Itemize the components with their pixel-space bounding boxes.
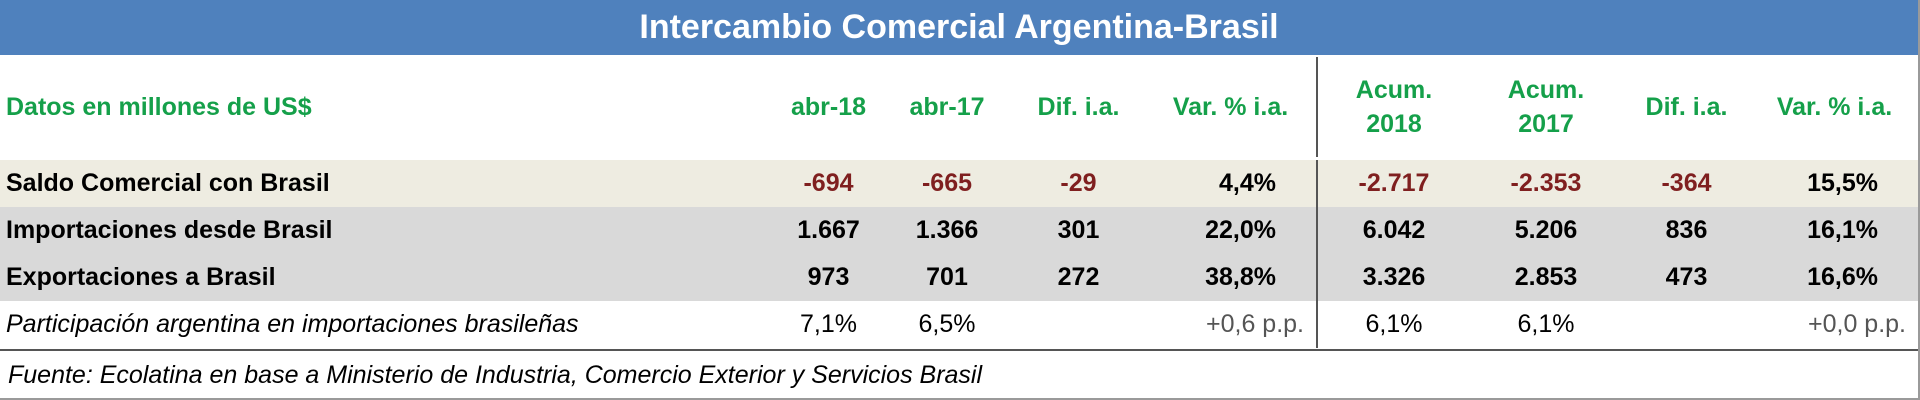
table-cell: -694 (775, 157, 882, 207)
table-cell: 1.667 (775, 207, 882, 254)
table-row: Importaciones desde Brasil 1.667 1.366 301 2… (0, 207, 1918, 254)
table-row: Participación argentina en importaciones… (0, 301, 1918, 348)
column-header: abr-17 (909, 93, 985, 121)
table-cell: -2.353 (1470, 157, 1622, 207)
table-cell: 836 (1622, 207, 1751, 254)
table-cell: 16,1% (1751, 207, 1918, 254)
table-cell: 301 (1012, 207, 1145, 254)
row-label: Importaciones desde Brasil (0, 207, 775, 254)
table-cell (1012, 301, 1145, 348)
table-cell (1622, 301, 1751, 348)
column-header: Acum. 2017 (1507, 76, 1585, 138)
table-cell: +0,6 p.p. (1145, 301, 1317, 348)
trade-table: Datos en millones de US$ abr-18 abr-17 Dif.… (0, 57, 1918, 348)
table-body: Datos en millones de US$ abr-18 abr-17 Dif.… (0, 57, 1918, 348)
table-cell: 6,5% (882, 301, 1012, 348)
table-cell: 6,1% (1316, 301, 1470, 348)
table-cell: +0,0 p.p. (1751, 301, 1918, 348)
row-label: Exportaciones a Brasil (0, 254, 775, 301)
table-cell: -29 (1012, 157, 1145, 207)
table-cell: 38,8% (1145, 254, 1317, 301)
table-cell: -2.717 (1316, 157, 1470, 207)
table-cell: 5.206 (1470, 207, 1622, 254)
table-cell: 6.042 (1316, 207, 1470, 254)
table-cell: -364 (1622, 157, 1751, 207)
table-cell: 973 (775, 254, 882, 301)
column-header: Acum. 2018 (1316, 57, 1470, 159)
column-header: Var. % i.a. (1172, 93, 1289, 121)
table-cell: 7,1% (775, 301, 882, 348)
table-cell: 22,0% (1145, 207, 1317, 254)
column-header: Datos en millones de US$ (6, 93, 312, 121)
table-row: Saldo Comercial con Brasil -694 -665 -29 4,4… (0, 157, 1918, 207)
column-header: abr-18 (790, 93, 867, 121)
table-cell: 1.366 (882, 207, 1012, 254)
table-cell: 6,1% (1470, 301, 1622, 348)
column-header: Dif. i.a. (1645, 93, 1728, 121)
table-cell: 4,4% (1145, 157, 1317, 207)
table-row: Exportaciones a Brasil 973 701 272 38,8% 3.32… (0, 254, 1918, 301)
table-cell: 3.326 (1316, 254, 1470, 301)
table-cell: 16,6% (1751, 254, 1918, 301)
table-cell: 2.853 (1470, 254, 1622, 301)
table-title: Intercambio Comercial Argentina-Brasil (0, 0, 1918, 57)
table-cell: 15,5% (1751, 157, 1918, 207)
table-cell: 272 (1012, 254, 1145, 301)
header-row: Datos en millones de US$ abr-18 abr-17 Dif.… (0, 57, 1918, 159)
row-label: Saldo Comercial con Brasil (0, 157, 775, 207)
column-header: Dif. i.a. (1037, 93, 1120, 121)
table-cell: 473 (1622, 254, 1751, 301)
table-cell: 701 (882, 254, 1012, 301)
table-cell: -665 (882, 157, 1012, 207)
column-header: Var. % i.a. (1776, 93, 1893, 121)
source-note: Fuente: Ecolatina en base a Ministerio d… (0, 349, 1918, 400)
row-label: Participación argentina en importaciones… (0, 301, 775, 348)
